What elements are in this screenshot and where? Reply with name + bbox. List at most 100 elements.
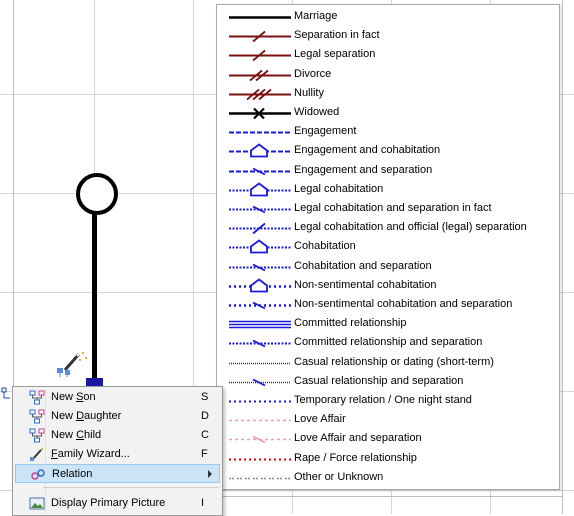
line-style-sample-icon xyxy=(229,50,291,62)
new-son-icon xyxy=(29,390,45,405)
line-style-sample-icon xyxy=(229,458,291,461)
line-style-sample-icon xyxy=(229,362,291,364)
legend-item-label: Cohabitation and separation xyxy=(294,259,432,272)
canvas-border xyxy=(13,0,14,514)
legend-item-love-affair-sep: Love Affair and separation xyxy=(217,430,557,449)
menu-item-relation[interactable]: Relation xyxy=(15,464,220,483)
legend-item-label: Cohabitation xyxy=(294,240,356,253)
relation-icon xyxy=(31,469,45,480)
legend-item-temporary: Temporary relation / One night stand xyxy=(217,392,557,411)
canvas-border xyxy=(562,0,563,514)
legend-item-label: Committed relationship and separation xyxy=(294,336,483,349)
legend-item-label: Engagement xyxy=(294,125,357,138)
line-style-sample-icon xyxy=(229,131,291,134)
menu-label-accelerator: C xyxy=(76,429,85,441)
legend-item-nullity: Nullity xyxy=(217,85,557,104)
menu-item-label: New Daughter xyxy=(51,410,121,422)
legend-item-label: Other or Unknown xyxy=(294,470,384,483)
line-style-sample-icon xyxy=(229,107,291,120)
legend-item-label: Separation in fact xyxy=(294,29,380,42)
line-style-sample-icon xyxy=(229,88,291,100)
legend-item-label: Engagement and separation xyxy=(294,163,433,176)
line-style-sample-icon xyxy=(229,320,291,329)
menu-item-family-wizard[interactable]: Family Wizard... F xyxy=(15,445,220,464)
menu-label-text: Display Primary Picture xyxy=(51,497,166,509)
submenu-arrow-icon xyxy=(208,470,212,478)
line-style-sample-icon xyxy=(229,436,291,444)
new-child-icon xyxy=(29,428,45,443)
legend-item-label: Casual relationship and separation xyxy=(294,374,464,387)
menu-item-label: Display Primary Picture xyxy=(51,497,165,509)
line-style-sample-icon xyxy=(229,30,291,43)
line-style-sample-icon xyxy=(229,278,291,293)
line-style-sample-icon xyxy=(229,205,291,214)
legend-item-label: Legal separation xyxy=(294,48,376,61)
legend-item-label: Love Affair and separation xyxy=(294,432,422,445)
legend-item-rape: Rape / Force relationship xyxy=(217,450,557,469)
menu-item-label: Relation xyxy=(52,468,92,480)
family-wizard-icon xyxy=(57,351,87,377)
menu-label-accelerator: F xyxy=(51,448,58,460)
menu-item-display-primary-picture[interactable]: Display Primary Picture I xyxy=(15,494,220,513)
legend-item-label: Rape / Force relationship xyxy=(294,451,417,464)
legend-item-legal-cohab: Legal cohabitation xyxy=(217,181,557,200)
legend-item-cohab-sep: Cohabitation and separation xyxy=(217,258,557,277)
legend-item-love-affair: Love Affair xyxy=(217,411,557,430)
menu-label-text: New xyxy=(51,429,77,441)
legend-item-legal-sep: Legal separation xyxy=(217,46,557,65)
line-style-sample-icon xyxy=(229,69,291,81)
menu-label-accelerator: D xyxy=(76,410,85,422)
line-style-sample-icon xyxy=(229,477,291,479)
menu-label-text: aughter xyxy=(84,410,122,422)
menu-item-shortcut: C xyxy=(201,429,209,441)
legend-item-label: Non-sentimental cohabitation xyxy=(294,278,437,291)
person-descent-line[interactable] xyxy=(92,214,97,382)
legend-item-engage-sep: Engagement and separation xyxy=(217,162,557,181)
line-style-sample-icon xyxy=(229,301,291,310)
legend-item-sep-fact: Separation in fact xyxy=(217,27,557,46)
menu-label-text: on xyxy=(83,391,96,403)
menu-label-text: Relation xyxy=(52,468,93,480)
legend-item-label: Widowed xyxy=(294,106,340,118)
menu-label-text: New xyxy=(51,391,77,403)
legend-item-engagement: Engagement xyxy=(217,123,557,142)
legend-item-label: Nullity xyxy=(294,86,324,99)
line-style-sample-icon xyxy=(229,263,291,271)
legend-item-casual: Casual relationship or dating (short-ter… xyxy=(217,354,557,373)
legend-item-label: Casual relationship or dating (short-ter… xyxy=(294,355,494,368)
line-style-sample-icon xyxy=(229,16,291,19)
legend-item-engage-cohab: Engagement and cohabitation xyxy=(217,142,557,161)
menu-item-shortcut: I xyxy=(201,497,205,509)
menu-item-shortcut: D xyxy=(201,410,209,422)
line-style-sample-icon xyxy=(229,239,291,254)
menu-item-new-son[interactable]: New Son S xyxy=(15,388,220,407)
legend-item-divorce: Divorce xyxy=(217,66,557,85)
menu-item-shortcut: F xyxy=(201,448,208,460)
legend-item-other: Other or Unknown xyxy=(217,469,557,488)
legend-item-label: Engagement and cohabitation xyxy=(294,144,441,157)
menu-icon-gutter xyxy=(45,389,46,513)
person-symbol-female[interactable] xyxy=(76,173,118,215)
legend-item-label: Legal cohabitation and separation in fac… xyxy=(294,202,492,214)
line-style-sample-icon xyxy=(229,222,291,235)
menu-item-label: Family Wizard... xyxy=(51,448,130,460)
legend-item-label: Committed relationship xyxy=(294,317,407,330)
node-handle-icon xyxy=(1,387,10,399)
legend-item-widowed: Widowed xyxy=(217,104,557,123)
menu-item-new-child[interactable]: New Child C xyxy=(15,426,220,445)
connection-anchor[interactable] xyxy=(86,378,103,387)
menu-label-text: hild xyxy=(84,429,102,441)
legend-item-label: Love Affair xyxy=(294,413,346,426)
legend-item-legal-cohab-legal-sep: Legal cohabitation and official (legal) … xyxy=(217,219,557,238)
legend-item-nonsent-cohab-sep: Non-sentimental cohabitation and separat… xyxy=(217,296,557,315)
menu-label-text: amily Wizard... xyxy=(57,448,130,460)
legend-item-marriage: Marriage xyxy=(217,8,557,27)
menu-separator xyxy=(43,487,219,488)
menu-item-new-daughter[interactable]: New Daughter D xyxy=(15,407,220,426)
context-menu: New Son S New Daughter D New Child C Family Wi… xyxy=(12,386,223,516)
picture-icon xyxy=(29,497,45,510)
legend-item-legal-cohab-sep: Legal cohabitation and separation in fac… xyxy=(217,200,557,219)
legend-item-label: Divorce xyxy=(294,67,332,80)
relation-legend-panel: Marriage Separation in fact Legal separati… xyxy=(216,4,560,490)
legend-item-label: Marriage xyxy=(294,10,338,22)
